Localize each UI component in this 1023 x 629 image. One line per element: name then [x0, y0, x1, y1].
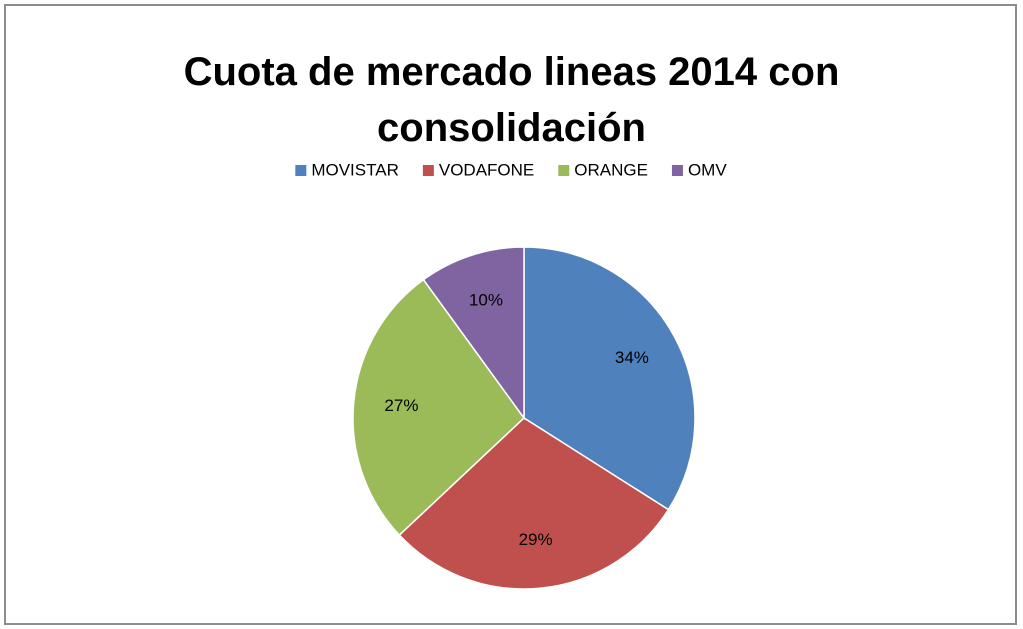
legend-label: ORANGE — [574, 160, 648, 179]
legend-swatch — [671, 165, 683, 176]
pie-slice — [422, 246, 525, 421]
legend: MOVISTAR VODAFONE ORANGE OMV — [295, 160, 727, 179]
chart-frame — [4, 4, 1017, 625]
legend-label: VODAFONE — [439, 160, 534, 179]
legend-swatch — [295, 165, 307, 176]
legend-label: OMV — [688, 160, 727, 179]
data-label: 10% — [469, 290, 503, 309]
pie-slice — [398, 417, 670, 590]
legend-swatch — [422, 165, 434, 176]
chart-title: Cuota de mercado lineas 2014 con consoli… — [183, 50, 840, 150]
legend-swatch — [558, 165, 570, 176]
pie-slice — [352, 278, 525, 537]
data-label: 34% — [615, 348, 649, 367]
data-label: 29% — [519, 530, 553, 549]
data-label: 27% — [384, 396, 418, 415]
pie-slice — [523, 246, 696, 511]
legend-label: MOVISTAR — [311, 160, 399, 179]
